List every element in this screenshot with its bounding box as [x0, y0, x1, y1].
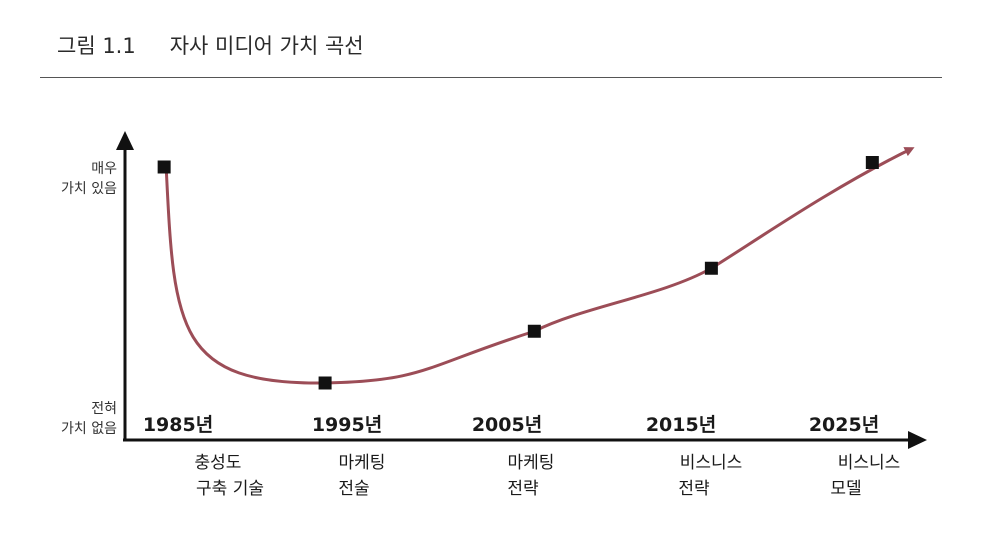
year-label-1995: 1995년 [312, 414, 382, 436]
x-axis-arrow-icon [908, 431, 927, 449]
desc-2025-line1: 비스니스 [838, 453, 901, 473]
data-point-2029 [865, 156, 879, 169]
value-curve-line [164, 147, 915, 385]
desc-2005-line1: 마케팅 [508, 453, 555, 473]
desc-2025-line2: 모델 [830, 479, 861, 499]
desc-1995-line1: 마케팅 [339, 453, 386, 473]
data-point-1985 [157, 160, 171, 174]
year-label-2005: 2005년 [472, 414, 542, 436]
y-top-label-line1: 매우 [91, 161, 117, 177]
year-label-2025: 2025년 [809, 414, 879, 436]
figure-header: 그림 1.1 자사 미디어 가치 곡선 [57, 30, 364, 60]
curve-layer [164, 147, 915, 385]
header-divider [40, 77, 942, 78]
data-point-2008 [527, 324, 541, 338]
desc-1985-line2: 구축 기술 [196, 479, 264, 499]
desc-2015-line1: 비스니스 [680, 453, 743, 473]
marker-layer [157, 156, 879, 390]
desc-2015-line2: 전략 [678, 479, 710, 499]
desc-1995-line2: 전술 [338, 479, 369, 499]
figure-title: 자사 미디어 가치 곡선 [169, 34, 364, 58]
y-bottom-label-line2: 가치 없음 [61, 421, 117, 437]
y-axis-arrow-icon [116, 131, 134, 150]
year-label-1985: 1985년 [143, 414, 213, 436]
data-point-2019 [704, 261, 718, 275]
desc-2005-line2: 전략 [507, 479, 539, 499]
y-top-label-line2: 가치 있음 [61, 181, 117, 197]
figure-number: 그림 1.1 [57, 34, 136, 58]
data-point-1995 [318, 376, 332, 390]
y-bottom-label-line1: 전혀 [91, 401, 117, 417]
desc-1985-line1: 충성도 [195, 453, 242, 473]
year-label-2015: 2015년 [646, 414, 716, 436]
